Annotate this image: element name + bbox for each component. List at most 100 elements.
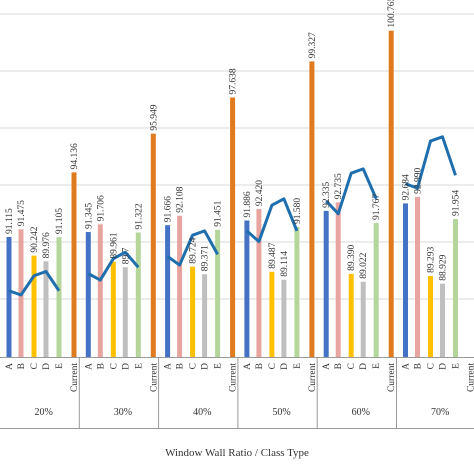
category-tick-label: A xyxy=(322,363,332,370)
category-tick-label: E xyxy=(452,363,462,369)
category-tick-label: Current xyxy=(467,363,474,392)
data-label: 89.7 xyxy=(121,247,131,264)
data-label: 91.767 xyxy=(372,194,382,220)
data-label: 95.949 xyxy=(149,104,159,130)
bar-e xyxy=(294,227,300,357)
data-label: 99.327 xyxy=(308,32,318,58)
category-tick-label: C xyxy=(427,363,437,369)
category-tick-label: C xyxy=(268,363,278,369)
category-tick-label: D xyxy=(439,363,449,370)
bar-b xyxy=(177,215,183,357)
bar-c xyxy=(348,273,354,357)
data-label: 92.420 xyxy=(255,180,265,206)
bars xyxy=(6,30,458,357)
bar-e xyxy=(453,219,458,357)
bar-d xyxy=(360,281,366,357)
category-tick-label: B xyxy=(255,363,265,369)
category-tick-label: Current xyxy=(387,363,397,392)
category-tick-label: Current xyxy=(229,363,239,392)
bar-c xyxy=(269,271,275,357)
line-series xyxy=(8,135,457,297)
line-segment xyxy=(404,135,457,190)
category-tick-label: A xyxy=(5,363,15,370)
data-label: 89.961 xyxy=(109,232,119,258)
data-label: 89.390 xyxy=(347,244,357,270)
data-label: 89.487 xyxy=(268,242,278,268)
data-label: 91.580 xyxy=(293,198,303,224)
bar-e xyxy=(373,223,379,357)
category-tick-label: E xyxy=(55,363,65,369)
data-label: 97.638 xyxy=(229,68,239,94)
bar-d xyxy=(43,261,49,357)
bar-a xyxy=(85,232,91,357)
bar-b xyxy=(415,196,420,357)
category-tick-label: Current xyxy=(149,363,159,392)
group-label: 70% xyxy=(431,407,449,418)
line-segment xyxy=(325,167,378,216)
bar-e xyxy=(215,229,221,357)
bar-b xyxy=(335,202,341,357)
category-tick-label: A xyxy=(402,363,412,370)
data-label: 90.242 xyxy=(30,226,40,252)
data-label: 91.115 xyxy=(5,208,15,234)
line-segment xyxy=(8,269,61,297)
category-tick-label: Current xyxy=(308,363,318,392)
bar-c xyxy=(428,275,433,357)
data-label: 89.976 xyxy=(42,232,52,258)
data-label: 100.765 xyxy=(387,0,397,28)
data-label: 91.105 xyxy=(55,208,65,234)
bar-a xyxy=(403,203,408,357)
category-tick-label: B xyxy=(334,363,344,369)
data-label: 89.371 xyxy=(201,245,211,271)
bar-current xyxy=(388,30,394,357)
line-segment xyxy=(166,229,219,267)
data-label: 94.136 xyxy=(70,143,80,169)
category-tick-label: C xyxy=(347,363,357,369)
data-label: 92.108 xyxy=(176,186,186,212)
category-tick-label: D xyxy=(280,363,290,370)
data-label: 91.322 xyxy=(134,203,144,229)
gridlines xyxy=(0,13,474,300)
category-tick-label: E xyxy=(134,363,144,369)
category-tick-label: B xyxy=(414,363,424,369)
bar-c xyxy=(110,261,116,357)
line-segment xyxy=(87,250,140,282)
bar-e xyxy=(135,232,141,357)
data-label: 91.475 xyxy=(17,200,27,226)
bar-b xyxy=(97,224,103,357)
bar-current xyxy=(150,133,156,357)
data-label: 89.114 xyxy=(280,251,290,277)
bar-current xyxy=(309,61,315,357)
bar-d xyxy=(122,267,128,357)
category-tick-label: Current xyxy=(70,363,80,392)
group-label: 50% xyxy=(272,407,290,418)
data-label: 89.293 xyxy=(427,247,437,273)
data-label: 92.735 xyxy=(334,173,344,199)
data-label: 89.022 xyxy=(359,252,369,278)
category-tick-label: B xyxy=(96,363,106,369)
group-label: 30% xyxy=(114,407,132,418)
bar-a xyxy=(165,225,171,357)
category-tick-label: A xyxy=(243,363,253,370)
x-axis-title: Window Wall Ratio / Class Type xyxy=(165,447,309,459)
bar-a xyxy=(323,210,329,357)
bar-a xyxy=(244,220,250,357)
category-tick-label: D xyxy=(201,363,211,370)
bar-a xyxy=(6,236,12,357)
data-label: 91.451 xyxy=(214,200,224,226)
category-tick-label: A xyxy=(84,363,94,370)
category-tick-label: E xyxy=(372,363,382,369)
group-label: 60% xyxy=(352,407,370,418)
bar-e xyxy=(56,237,62,357)
category-tick-label: D xyxy=(359,363,369,370)
group-label: 20% xyxy=(34,407,52,418)
data-label: 92.684 xyxy=(402,174,412,200)
category-tick-label: B xyxy=(176,363,186,369)
bar-d xyxy=(202,274,208,357)
data-label: 91.954 xyxy=(452,190,462,216)
group-label: 40% xyxy=(193,407,211,418)
data-label: 91.345 xyxy=(84,203,94,229)
line-segment xyxy=(245,197,299,244)
category-tick-label: E xyxy=(293,363,303,369)
